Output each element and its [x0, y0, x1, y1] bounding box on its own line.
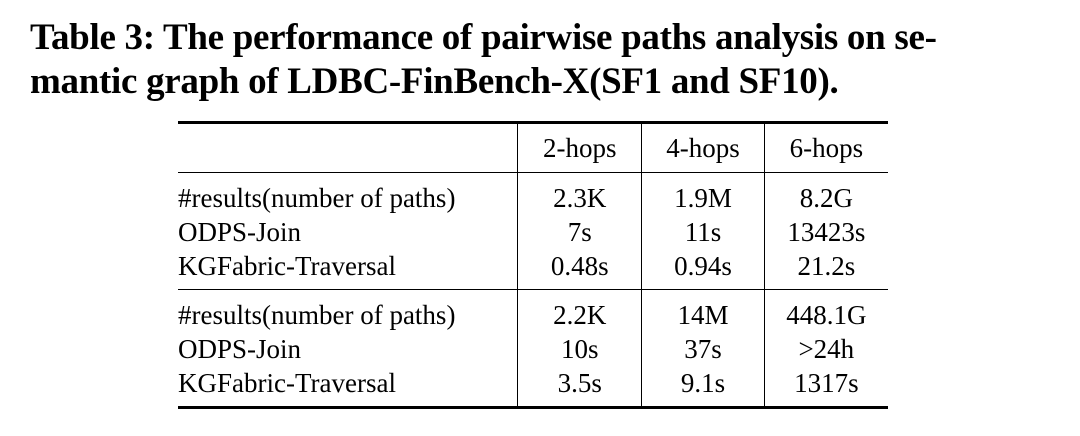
cell-6-hops: >24h	[763, 332, 888, 366]
row-label: KGFabric-Traversal	[178, 366, 518, 409]
cell-4-hops: 37s	[641, 332, 765, 366]
caption-line-1: Table 3: The performance of pairwise pat…	[30, 17, 937, 58]
table-group-2: #results(number of paths) 2.2K 14M 448.1…	[178, 289, 888, 409]
header-6-hops: 6-hops	[763, 121, 888, 173]
table-row: KGFabric-Traversal 0.48s 0.94s 21.2s	[178, 249, 888, 290]
cell-6-hops: 1317s	[763, 366, 888, 409]
table-row: ODPS-Join 7s 11s 13423s	[178, 215, 888, 249]
cell-2-hops: 2.3K	[517, 172, 642, 215]
cell-4-hops: 9.1s	[641, 366, 765, 409]
cell-6-hops: 448.1G	[763, 289, 888, 332]
table-row: ODPS-Join 10s 37s >24h	[178, 332, 888, 366]
cell-6-hops: 8.2G	[763, 172, 888, 215]
header-4-hops: 4-hops	[641, 121, 765, 173]
cell-2-hops: 7s	[517, 215, 642, 249]
cell-6-hops: 13423s	[763, 215, 888, 249]
row-label: KGFabric-Traversal	[178, 249, 518, 290]
header-2-hops: 2-hops	[517, 121, 642, 173]
table-group-1: #results(number of paths) 2.3K 1.9M 8.2G…	[178, 172, 888, 290]
cell-6-hops: 21.2s	[763, 249, 888, 290]
header-label-cell	[178, 121, 518, 173]
cell-4-hops: 14M	[641, 289, 765, 332]
cell-4-hops: 1.9M	[641, 172, 765, 215]
table-row: KGFabric-Traversal 3.5s 9.1s 1317s	[178, 366, 888, 409]
table-row: #results(number of paths) 2.2K 14M 448.1…	[178, 289, 888, 332]
cell-2-hops: 0.48s	[517, 249, 642, 290]
row-label: ODPS-Join	[178, 334, 302, 364]
row-label: ODPS-Join	[178, 217, 302, 247]
cell-4-hops: 0.94s	[641, 249, 765, 290]
row-label: #results(number of paths)	[178, 300, 456, 330]
cell-2-hops: 3.5s	[517, 366, 642, 409]
results-table: 2-hops 4-hops 6-hops #results(number of …	[178, 121, 888, 409]
cell-2-hops: 10s	[517, 332, 642, 366]
table-row: #results(number of paths) 2.3K 1.9M 8.2G	[178, 172, 888, 215]
header-row: 2-hops 4-hops 6-hops	[178, 121, 888, 173]
cell-2-hops: 2.2K	[517, 289, 642, 332]
caption-line-2: mantic graph of LDBC-FinBench-X(SF1 and …	[30, 61, 839, 102]
cell-4-hops: 11s	[641, 215, 765, 249]
table-caption: Table 3: The performance of pairwise pat…	[30, 16, 1060, 104]
row-label: #results(number of paths)	[178, 183, 456, 213]
